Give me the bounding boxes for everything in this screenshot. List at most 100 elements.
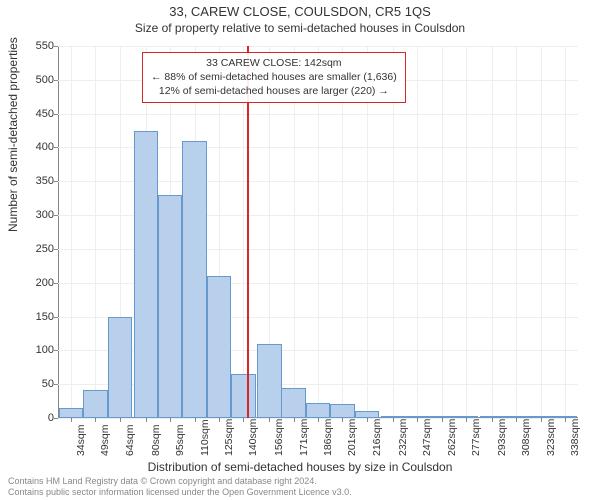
- y-axis-label: Number of semi-detached properties: [6, 37, 20, 232]
- xtick-mark: [146, 418, 147, 422]
- grid-line-v: [565, 46, 566, 418]
- grid-line-v: [442, 46, 443, 418]
- xtick-mark: [342, 418, 343, 422]
- histogram-bar: [207, 276, 232, 418]
- plot-area: 33 CAREW CLOSE: 142sqm← 88% of semi-deta…: [58, 46, 578, 418]
- ytick-mark: [54, 283, 58, 284]
- ytick-label: 500: [14, 74, 54, 86]
- grid-line-v: [417, 46, 418, 418]
- info-box-line1: 33 CAREW CLOSE: 142sqm: [151, 56, 397, 70]
- xtick-mark: [442, 418, 443, 422]
- histogram-bar: [281, 388, 306, 418]
- xtick-label: 64sqm: [124, 424, 136, 456]
- xtick-label: 140sqm: [247, 419, 259, 456]
- ytick-mark: [54, 215, 58, 216]
- ytick-label: 100: [14, 344, 54, 356]
- x-axis-label: Distribution of semi-detached houses by …: [0, 460, 600, 474]
- histogram-bar: [257, 344, 282, 418]
- grid-line-v: [466, 46, 467, 418]
- chart-container: { "title": "33, CAREW CLOSE, COULSDON, C…: [0, 0, 600, 500]
- xtick-mark: [318, 418, 319, 422]
- histogram-bar: [306, 403, 331, 418]
- ytick-label: 0: [14, 412, 54, 424]
- ytick-mark: [54, 350, 58, 351]
- ytick-mark: [54, 249, 58, 250]
- ytick-mark: [54, 317, 58, 318]
- histogram-bar: [108, 317, 133, 418]
- xtick-label: 201sqm: [346, 419, 358, 456]
- footer-line2: Contains public sector information licen…: [8, 487, 352, 498]
- ytick-mark: [54, 384, 58, 385]
- xtick-mark: [294, 418, 295, 422]
- histogram-bar: [158, 195, 183, 418]
- xtick-mark: [466, 418, 467, 422]
- xtick-label: 338sqm: [569, 419, 581, 456]
- info-box: 33 CAREW CLOSE: 142sqm← 88% of semi-deta…: [142, 52, 406, 103]
- ytick-mark: [54, 181, 58, 182]
- grid-line-v: [71, 46, 72, 418]
- ytick-label: 550: [14, 40, 54, 52]
- xtick-mark: [219, 418, 220, 422]
- xtick-label: 277sqm: [470, 419, 482, 456]
- xtick-label: 247sqm: [421, 419, 433, 456]
- xtick-mark: [195, 418, 196, 422]
- info-box-line3: 12% of semi-detached houses are larger (…: [151, 84, 397, 98]
- footer-attribution: Contains HM Land Registry data © Crown c…: [8, 476, 352, 498]
- histogram-bar: [134, 131, 159, 418]
- y-axis-line: [58, 46, 59, 418]
- ytick-mark: [54, 46, 58, 47]
- ytick-label: 300: [14, 209, 54, 221]
- info-box-line2: ← 88% of semi-detached houses are smalle…: [151, 70, 397, 84]
- xtick-mark: [170, 418, 171, 422]
- ytick-label: 350: [14, 175, 54, 187]
- xtick-label: 232sqm: [397, 419, 409, 456]
- xtick-mark: [516, 418, 517, 422]
- xtick-mark: [95, 418, 96, 422]
- xtick-label: 308sqm: [520, 419, 532, 456]
- histogram-bar: [182, 141, 207, 418]
- xtick-label: 110sqm: [199, 419, 211, 456]
- xtick-label: 156sqm: [273, 419, 285, 456]
- xtick-label: 216sqm: [371, 419, 383, 456]
- ytick-label: 50: [14, 378, 54, 390]
- footer-line1: Contains HM Land Registry data © Crown c…: [8, 476, 352, 487]
- xtick-mark: [393, 418, 394, 422]
- histogram-bar: [330, 404, 355, 418]
- ytick-label: 150: [14, 311, 54, 323]
- xtick-label: 125sqm: [223, 419, 235, 456]
- xtick-mark: [492, 418, 493, 422]
- grid-line-v: [95, 46, 96, 418]
- xtick-label: 262sqm: [446, 419, 458, 456]
- grid-line-v: [541, 46, 542, 418]
- xtick-mark: [120, 418, 121, 422]
- xtick-label: 293sqm: [496, 419, 508, 456]
- histogram-bar: [59, 408, 84, 418]
- ytick-mark: [54, 114, 58, 115]
- histogram-bar: [355, 411, 380, 418]
- chart-subtitle: Size of property relative to semi-detach…: [0, 19, 600, 35]
- xtick-label: 34sqm: [75, 424, 87, 456]
- xtick-label: 80sqm: [150, 424, 162, 456]
- ytick-label: 450: [14, 108, 54, 120]
- grid-line-v: [492, 46, 493, 418]
- xtick-label: 171sqm: [298, 419, 310, 456]
- ytick-label: 400: [14, 141, 54, 153]
- xtick-mark: [541, 418, 542, 422]
- xtick-label: 186sqm: [322, 419, 334, 456]
- xtick-mark: [269, 418, 270, 422]
- xtick-mark: [417, 418, 418, 422]
- xtick-label: 95sqm: [174, 424, 186, 456]
- histogram-bar: [231, 374, 256, 418]
- ytick-mark: [54, 80, 58, 81]
- xtick-mark: [367, 418, 368, 422]
- histogram-bar: [83, 390, 108, 418]
- ytick-mark: [54, 418, 58, 419]
- xtick-label: 323sqm: [545, 419, 557, 456]
- chart-title: 33, CAREW CLOSE, COULSDON, CR5 1QS: [0, 0, 600, 19]
- ytick-mark: [54, 147, 58, 148]
- xtick-mark: [565, 418, 566, 422]
- ytick-label: 250: [14, 243, 54, 255]
- grid-line-v: [516, 46, 517, 418]
- xtick-label: 49sqm: [99, 424, 111, 456]
- xtick-mark: [71, 418, 72, 422]
